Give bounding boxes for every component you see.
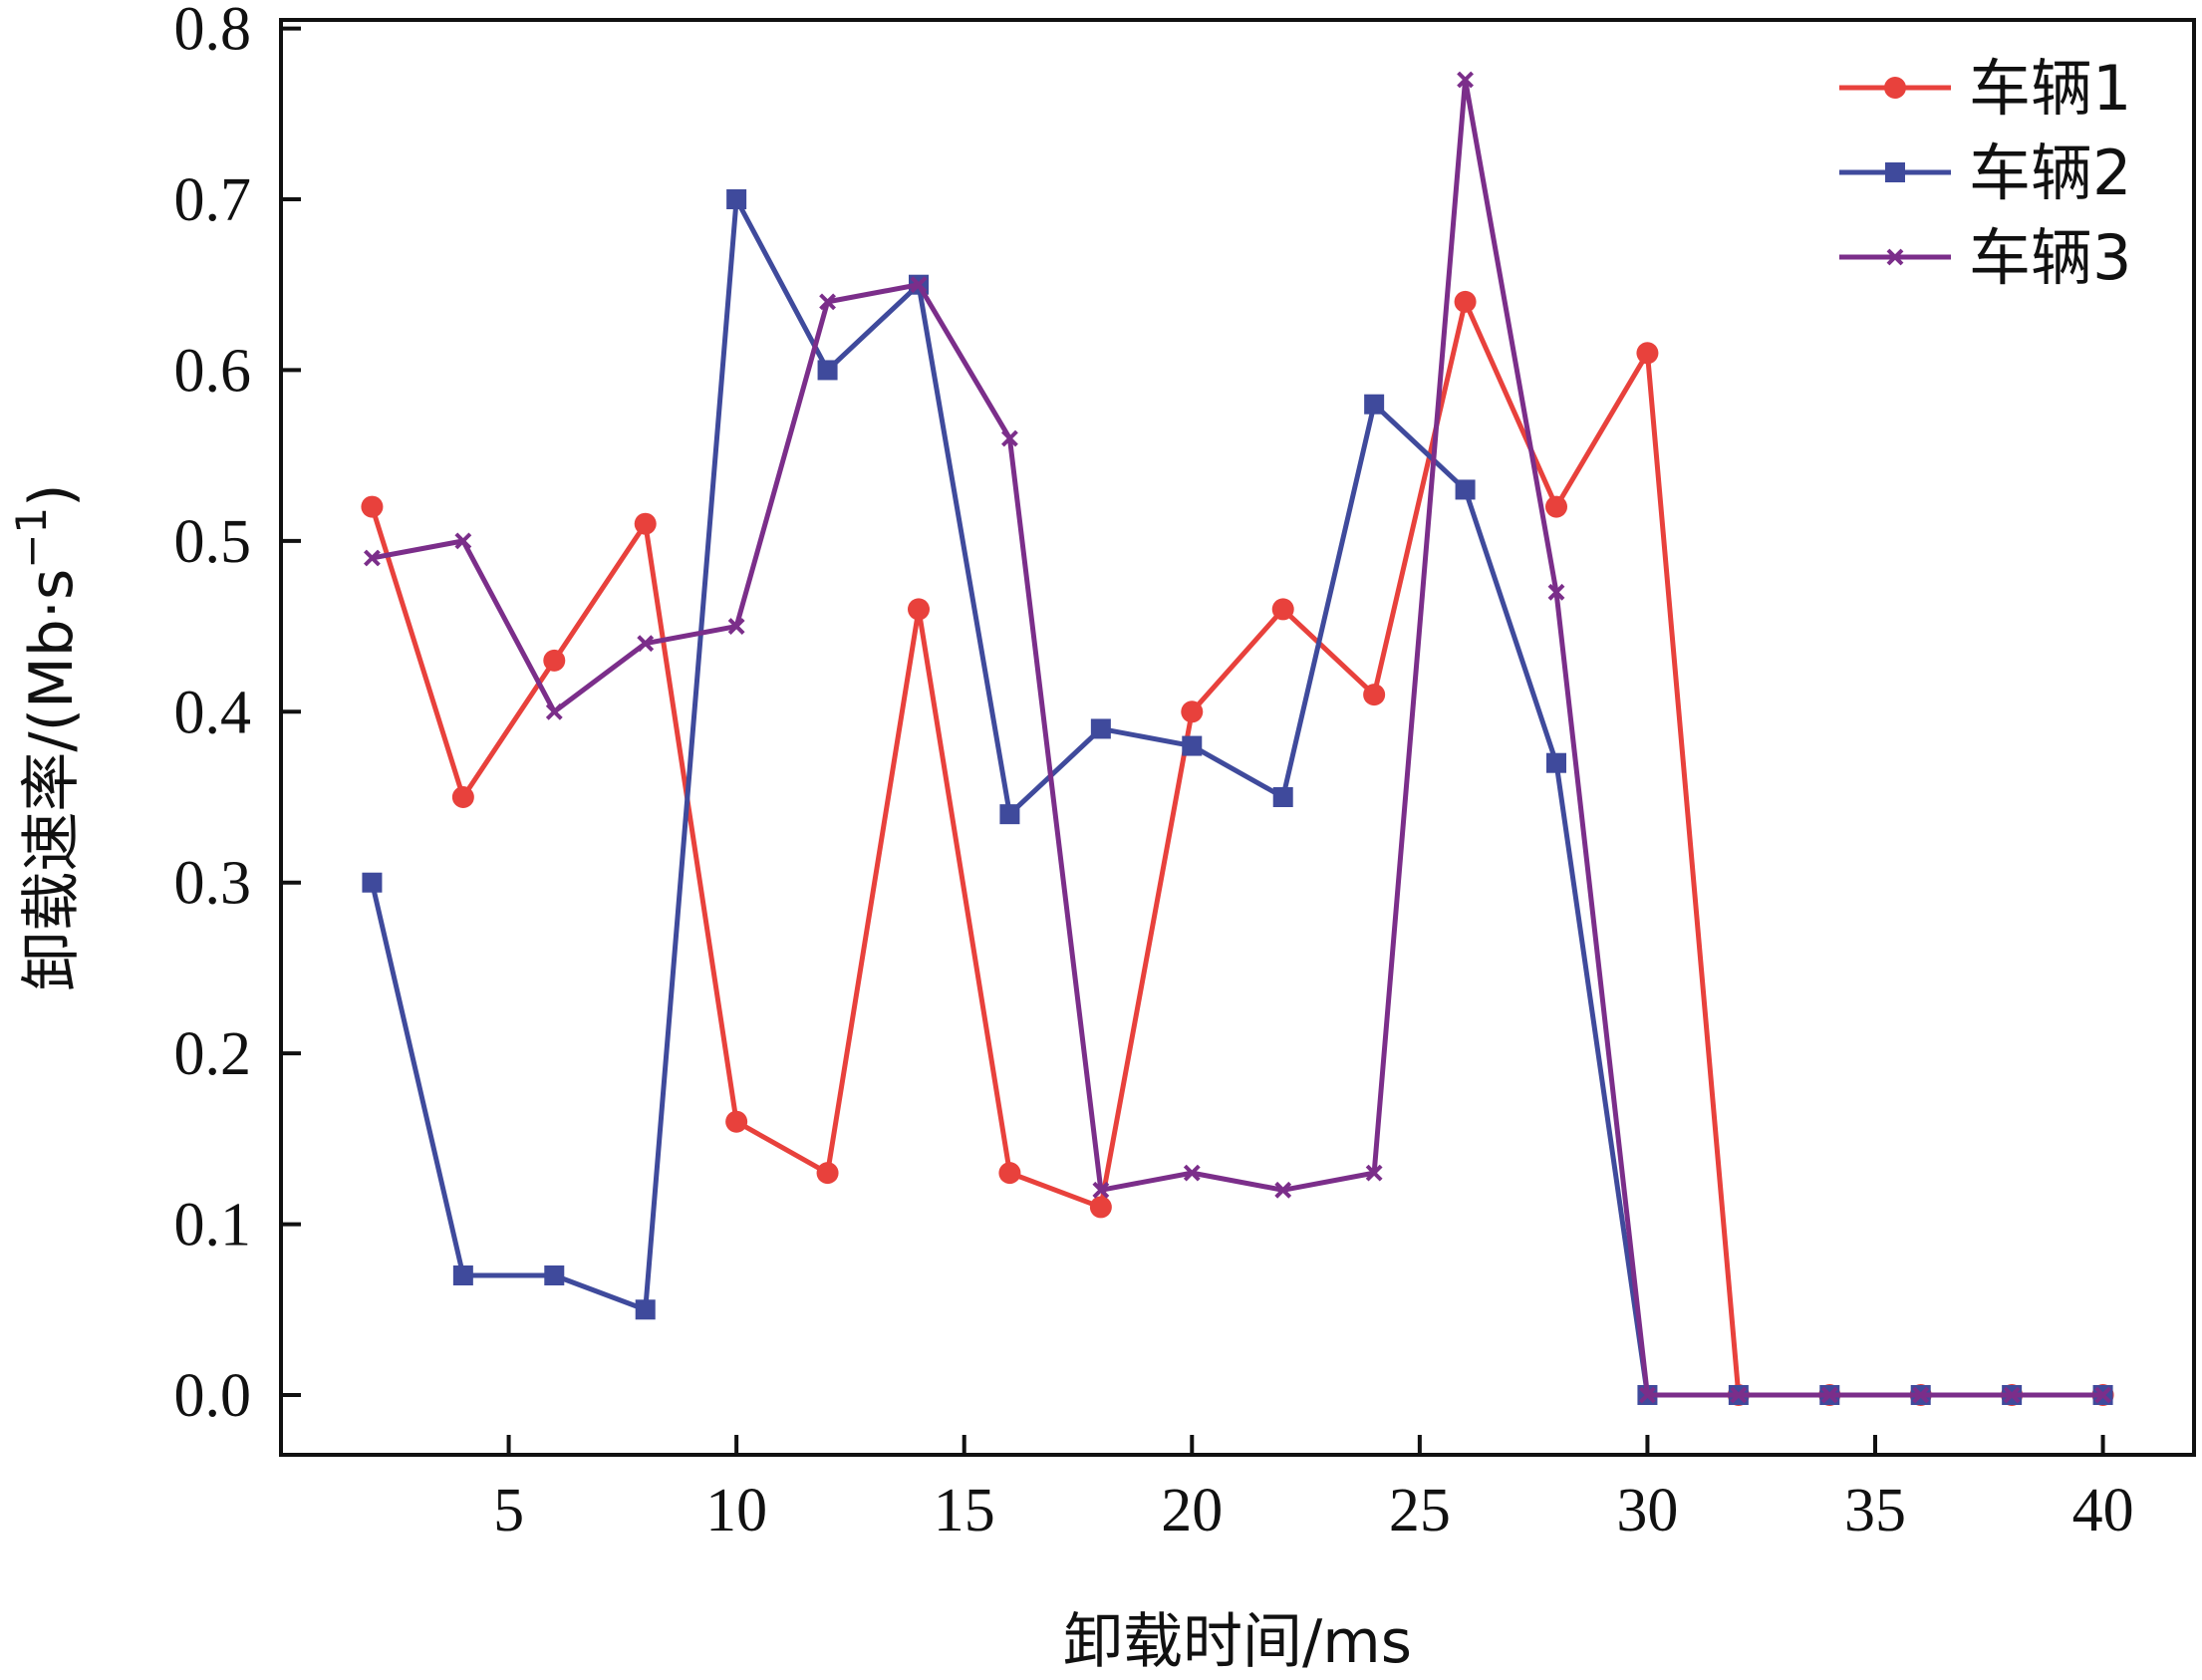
y-tick-label: 0.6 (174, 337, 252, 405)
x-axis: 5 10 15 20 25 30 35 40 (493, 1435, 2134, 1544)
series-1 (361, 290, 2114, 1406)
legend: 车辆1 车辆2 车辆3 (1839, 52, 2131, 294)
legend-item: 车辆1 (1839, 52, 2131, 125)
data-point (1090, 718, 1111, 739)
x-axis-title: 卸载时间/ms (1063, 1607, 1412, 1677)
series-2 (362, 189, 2113, 1405)
data-point (1272, 787, 1293, 807)
data-point (1820, 1386, 1838, 1404)
data-point (2003, 1386, 2021, 1404)
data-point (1089, 1196, 1112, 1219)
y-tick-label: 0.1 (174, 1192, 252, 1260)
data-point (819, 293, 836, 311)
data-point (1454, 290, 1477, 313)
legend-swatch-marker (1884, 77, 1906, 99)
data-point (726, 189, 747, 209)
data-point (635, 1299, 656, 1320)
series-line (370, 299, 2103, 1398)
y-axis-title: 卸载速率/(Mb·s−1) (7, 483, 87, 990)
y-axis: 0.0 0.1 0.2 0.3 0.4 0.5 0.6 0.7 0.8 (174, 0, 301, 1430)
data-point (1455, 479, 1476, 500)
y-tick-label: 0.4 (174, 679, 252, 746)
data-point (637, 635, 655, 653)
x-tick-label: 20 (1161, 1477, 1223, 1544)
data-point (727, 618, 745, 635)
data-point (999, 804, 1020, 825)
data-point (1547, 583, 1565, 601)
data-point (543, 649, 566, 672)
y-tick-label: 0.0 (174, 1362, 252, 1430)
y-tick-label: 0.3 (174, 850, 252, 918)
data-point (364, 549, 381, 567)
series-layer (361, 71, 2114, 1406)
legend-item: 车辆3 (1839, 221, 2131, 294)
data-point (1274, 1181, 1292, 1199)
data-point (816, 1162, 839, 1185)
x-tick-label: 10 (705, 1477, 767, 1544)
data-point (451, 786, 474, 808)
data-point (1181, 700, 1204, 723)
legend-item: 车辆2 (1839, 137, 2131, 209)
data-point (1639, 1386, 1656, 1404)
data-point (998, 1162, 1021, 1185)
y-axis-title-close: ) (17, 483, 87, 506)
y-axis-title-main: 卸载速率/(Mb·s (17, 569, 87, 991)
data-point (1730, 1386, 1748, 1404)
data-point (1001, 429, 1018, 447)
data-point (1912, 1386, 1930, 1404)
y-axis-title-exponent: −1 (7, 507, 56, 569)
y-tick-label: 0.7 (174, 166, 252, 234)
x-tick-label: 25 (1389, 1477, 1451, 1544)
data-point (1636, 342, 1659, 365)
data-point (544, 1265, 565, 1285)
data-point (1546, 752, 1566, 773)
legend-label: 车辆1 (1969, 52, 2131, 125)
x-tick-label: 5 (493, 1477, 524, 1544)
data-point (2094, 1386, 2111, 1404)
data-point (908, 598, 930, 621)
series-line (369, 196, 2103, 1398)
data-point (545, 702, 563, 720)
data-point (725, 1110, 748, 1133)
data-point (910, 276, 928, 294)
data-point (817, 360, 838, 381)
data-point (1182, 735, 1203, 756)
data-point (454, 532, 472, 550)
data-point (1364, 394, 1385, 415)
data-point (1365, 1164, 1383, 1182)
x-tick-label: 35 (1844, 1477, 1906, 1544)
series-3 (364, 71, 2111, 1404)
series-line (371, 77, 2103, 1398)
y-tick-label: 0.5 (174, 508, 252, 576)
x-tick-label: 15 (934, 1477, 995, 1544)
data-point (1363, 684, 1386, 706)
data-point (1183, 1164, 1201, 1182)
plot-frame (279, 18, 2196, 1457)
legend-label: 车辆2 (1969, 137, 2131, 209)
x-tick-label: 30 (1616, 1477, 1678, 1544)
data-point (361, 495, 384, 518)
data-point (1092, 1181, 1110, 1199)
data-point (634, 512, 657, 535)
x-tick-label: 40 (2072, 1477, 2134, 1544)
y-tick-label: 0.8 (174, 0, 252, 64)
legend-swatch-marker (1886, 248, 1904, 266)
legend-swatch-marker (1885, 162, 1905, 182)
data-point (362, 872, 383, 893)
legend-label: 车辆3 (1969, 221, 2131, 294)
y-tick-label: 0.2 (174, 1020, 252, 1088)
data-point (1545, 495, 1567, 518)
data-point (1271, 598, 1294, 621)
data-point (1457, 71, 1474, 89)
data-point (452, 1265, 473, 1285)
